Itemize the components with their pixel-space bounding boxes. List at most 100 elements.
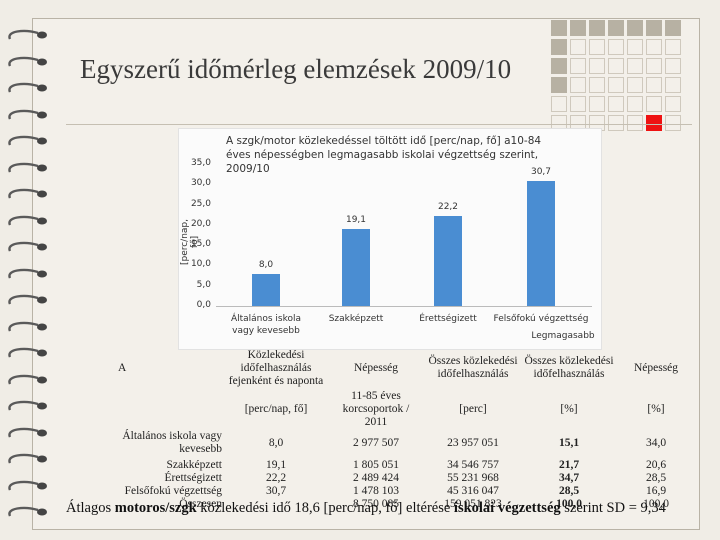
grid-square — [570, 20, 586, 36]
table-corner-label: A — [118, 361, 127, 374]
footer-text-segment: iskolai végzettség — [453, 500, 561, 516]
grid-square — [589, 58, 605, 74]
binding-ring-icon — [4, 214, 48, 228]
x-category-label: Általános iskola vagy kevesebb — [230, 314, 302, 336]
grid-square — [570, 39, 586, 55]
grid-square — [665, 58, 681, 74]
grid-square — [589, 20, 605, 36]
grid-square — [627, 77, 643, 93]
x-category-label: Érettségizett — [419, 314, 477, 324]
grid-square — [551, 77, 567, 93]
binding-ring-icon — [4, 108, 48, 122]
table-cell: 20,6 — [645, 459, 667, 471]
highlight-square — [646, 115, 662, 131]
table-cell: 34,0 — [645, 436, 667, 449]
decorative-square-grid — [551, 20, 681, 131]
binding-ring-icon — [4, 240, 48, 254]
grid-square — [570, 96, 586, 112]
binding-ring-icon — [4, 320, 48, 334]
grid-square — [608, 115, 624, 131]
x-category-label: Szakképzett — [328, 314, 384, 324]
grid-square — [627, 58, 643, 74]
table-cell: 45 316 047 — [447, 485, 499, 497]
footer-text-segment: közlekedési idő 18,6 [perc/nap, fő] elté… — [196, 500, 454, 516]
table-cell: 15,1 — [558, 436, 580, 449]
y-tick-label: 5,0 — [196, 279, 211, 290]
table-cell: 1 805 051 — [353, 459, 399, 471]
slide-title: Egyszerű időmérleg elemzések 2009/10 — [80, 54, 512, 84]
grid-square — [627, 96, 643, 112]
table-header: Közlekedési időfelhasználás fejenként és… — [228, 348, 324, 387]
table-row-label: Összesen — [179, 498, 222, 510]
grid-square — [608, 77, 624, 93]
table-unit: [perc/nap, fő] — [244, 403, 308, 415]
grid-square — [627, 20, 643, 36]
table-row-labels: Szakképzett Érettségizett Felsőfokú végz… — [98, 457, 224, 513]
grid-square — [646, 96, 662, 112]
table-cell: 1 478 103 — [353, 485, 399, 497]
grid-square — [646, 77, 662, 93]
y-tick-label: 30,0 — [190, 178, 211, 189]
grid-square — [570, 58, 586, 74]
table-row-label: Érettségizett — [164, 472, 222, 484]
grid-square — [665, 39, 681, 55]
binding-ring-icon — [4, 267, 48, 281]
grid-square — [665, 20, 681, 36]
table-header: Népesség — [633, 361, 679, 374]
binding-ring-icon — [4, 187, 48, 201]
grid-square — [589, 96, 605, 112]
title-divider — [66, 124, 692, 125]
chart-bar — [527, 181, 555, 306]
grid-square — [665, 77, 681, 93]
grid-square — [589, 77, 605, 93]
binding-ring-icon — [4, 81, 48, 95]
grid-square — [551, 39, 567, 55]
grid-square — [589, 39, 605, 55]
table-header: Összes közlekedési időfelhasználás — [428, 355, 518, 380]
table-header: Összes közlekedési időfelhasználás — [524, 355, 614, 380]
table-header: Népesség — [353, 361, 399, 374]
chart-bar — [342, 228, 370, 306]
table-header-row: A Közlekedési időfelhasználás fejenként … — [98, 346, 696, 390]
grid-square — [646, 20, 662, 36]
table-column: 20,6 28,5 16,9 100,0 — [616, 457, 696, 513]
x-category-label: Felsőfokú végzettség — [493, 314, 589, 324]
chart-title: A szgk/motor közlekedéssel töltött idő [… — [226, 135, 542, 175]
y-tick-label: 15,0 — [190, 239, 211, 250]
footer-text-segment: motoros/szgk — [114, 500, 197, 516]
table-row-label: Szakképzett — [166, 459, 222, 471]
chart-bar — [434, 215, 462, 306]
table-cell: 34,7 — [558, 472, 580, 484]
y-tick-label: 35,0 — [190, 158, 211, 168]
bar-data-label: 30,7 — [530, 167, 552, 178]
grid-square — [551, 58, 567, 74]
table-column: 19,1 22,2 30,7 — [224, 457, 328, 513]
statistics-table: A Közlekedési időfelhasználás fejenként … — [98, 346, 696, 513]
y-tick-label: 20,0 — [190, 218, 211, 229]
table-cell: 16,9 — [645, 485, 667, 497]
table-row: Általános iskola vagy kevesebb 8,0 2 977… — [98, 429, 696, 457]
y-tick-label: 10,0 — [190, 259, 211, 270]
table-unit: [perc] — [459, 403, 487, 415]
table-row-group: Szakképzett Érettségizett Felsőfokú végz… — [98, 457, 696, 513]
binding-ring-icon — [4, 293, 48, 307]
y-tick-label: 25,0 — [190, 198, 211, 209]
binding-ring-icon — [4, 505, 48, 519]
table-cell: 2 977 507 — [353, 436, 399, 449]
binding-ring-icon — [4, 134, 48, 148]
table-cell: 8,0 — [268, 436, 284, 449]
table-cell: 55 231 968 — [447, 472, 499, 484]
table-cell: 34 546 757 — [447, 459, 499, 471]
grid-square — [608, 96, 624, 112]
binding-ring-icon — [4, 55, 48, 69]
table-cell: 23 957 051 — [447, 436, 499, 449]
table-unit: 11-85 éves korcsoportok / 2011 — [342, 390, 410, 428]
table-cell: 8 750 085 — [353, 498, 399, 510]
table-cell: 2 489 424 — [353, 472, 399, 484]
binding-ring-icon — [4, 452, 48, 466]
grid-square — [646, 58, 662, 74]
y-tick-label: 0,0 — [196, 300, 211, 310]
bar-data-label: 19,1 — [345, 214, 367, 225]
grid-square — [665, 115, 681, 131]
grid-square — [646, 39, 662, 55]
